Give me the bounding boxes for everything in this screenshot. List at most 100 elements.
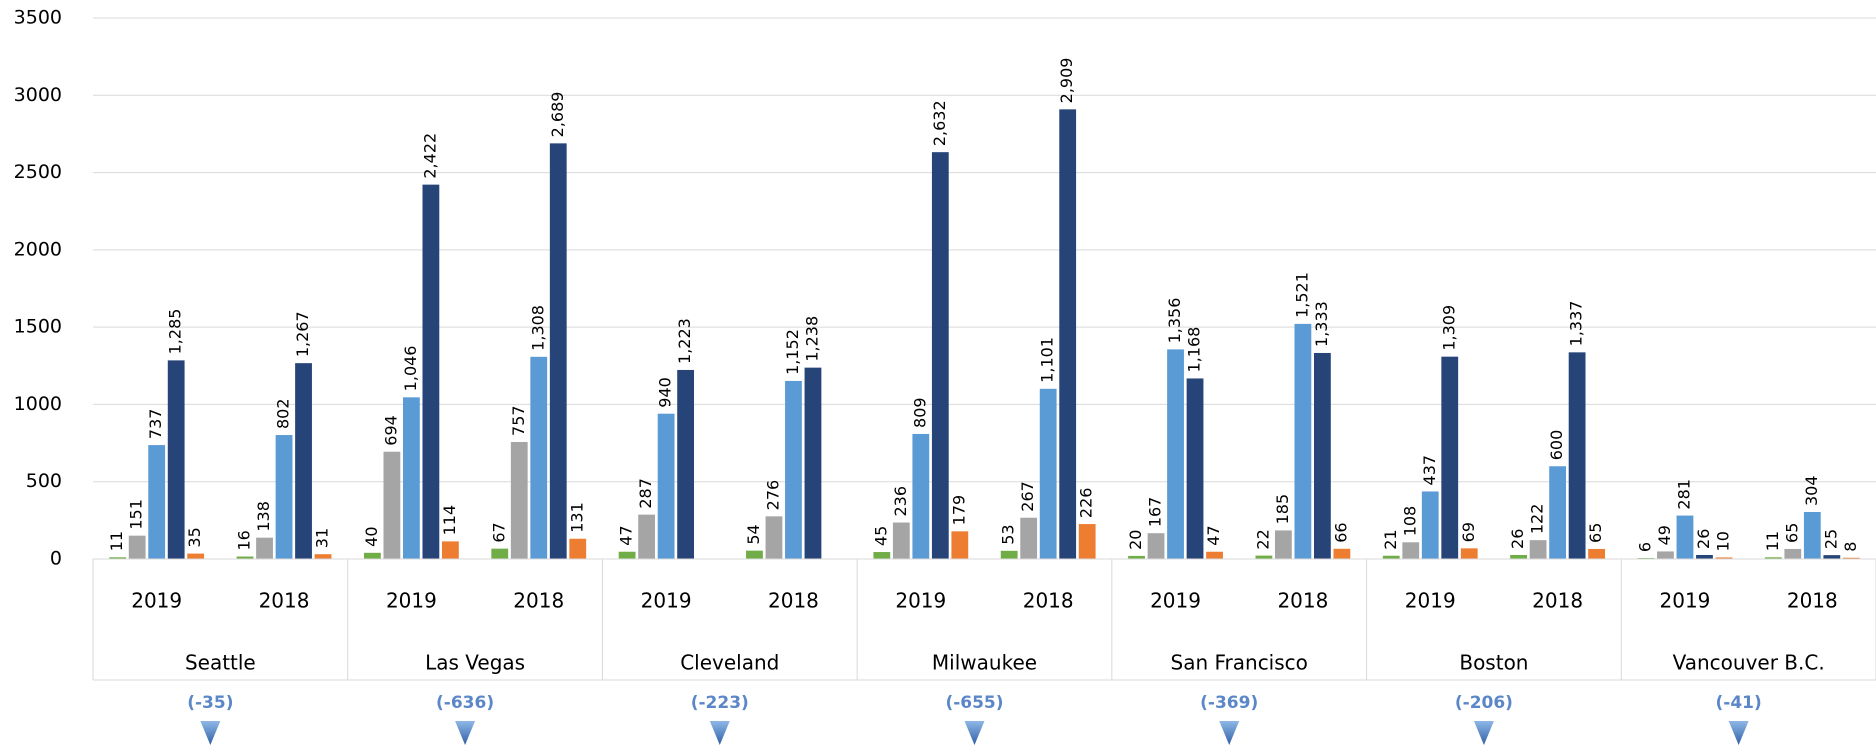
bar (148, 445, 166, 559)
bar (1696, 554, 1713, 559)
x-tick-label: 2018 (1787, 589, 1838, 613)
bar (1186, 378, 1204, 559)
bar (1039, 388, 1057, 559)
bar (1510, 554, 1528, 559)
triangle-icon (964, 721, 985, 745)
value-label: 1,267 (293, 311, 312, 357)
annotation: (-655) (945, 693, 1003, 713)
bar (873, 552, 891, 559)
annotation: (-35) (187, 693, 233, 713)
value-label: 35 (185, 527, 204, 547)
value-label: 1,356 (1165, 298, 1184, 344)
bar (295, 363, 312, 559)
bar (109, 557, 127, 559)
value-label: 11 (107, 531, 126, 551)
bar (785, 380, 802, 559)
value-label: 236 (891, 486, 910, 517)
annotation: (-369) (1200, 693, 1258, 713)
bar (1803, 512, 1821, 559)
value-label: 54 (744, 524, 763, 544)
value-label: 16 (235, 530, 254, 550)
value-label: 138 (254, 501, 273, 532)
bar (167, 360, 185, 559)
triangle-icon (1473, 721, 1494, 745)
x-tick-label: 2019 (131, 589, 182, 613)
x-tick-label: 2018 (259, 589, 310, 613)
bar (187, 553, 205, 559)
value-label: 1,521 (1292, 272, 1311, 318)
triangle-icon (455, 721, 476, 745)
group-label: Cleveland (680, 651, 779, 675)
bar (638, 514, 656, 559)
x-tick-label: 2018 (1023, 589, 1074, 613)
x-tick-label: 2018 (768, 589, 819, 613)
x-tick-label: 2019 (895, 589, 946, 613)
bar (1676, 515, 1694, 559)
value-label: 69 (1459, 522, 1478, 542)
value-label: 437 (1420, 455, 1439, 486)
value-label: 281 (1674, 479, 1693, 510)
bar (912, 433, 930, 559)
bar (1020, 517, 1038, 559)
value-label: 179 (949, 495, 968, 526)
bar (1568, 352, 1586, 559)
value-label: 26 (1508, 529, 1527, 549)
x-tick-label: 2019 (1660, 589, 1711, 613)
bar (1255, 555, 1273, 559)
value-label: 122 (1528, 504, 1547, 535)
x-tick-label: 2019 (641, 589, 692, 613)
value-label: 6 (1635, 542, 1654, 552)
bar (1128, 555, 1145, 559)
bar (530, 356, 548, 559)
bar (1549, 466, 1567, 559)
group-label: Milwaukee (932, 651, 1037, 675)
bar (549, 143, 567, 559)
value-label: 694 (381, 415, 400, 446)
bar (402, 397, 420, 559)
bar (1823, 555, 1841, 559)
value-label: 8 (1841, 542, 1860, 552)
annotation: (-636) (436, 693, 494, 713)
y-tick-label: 3500 (14, 7, 62, 29)
value-label: 26 (1694, 529, 1713, 549)
bar (746, 550, 763, 559)
bar (128, 535, 146, 559)
value-label: 267 (1018, 481, 1037, 512)
bar (510, 441, 528, 559)
triangle-icon (1219, 721, 1240, 745)
bar (1529, 540, 1547, 559)
annotation: (-223) (691, 693, 749, 713)
value-label: 1,308 (528, 305, 547, 351)
value-label: 1,152 (783, 329, 802, 375)
x-tick-label: 2018 (513, 589, 564, 613)
bar (383, 451, 401, 559)
value-label: 10 (1713, 531, 1732, 551)
value-label: 49 (1655, 525, 1674, 545)
group-label: Boston (1459, 651, 1528, 675)
annotation: (-41) (1716, 693, 1762, 713)
value-label: 1,333 (1312, 301, 1331, 347)
bar (1588, 548, 1606, 559)
value-label: 20 (1126, 530, 1145, 550)
bar (491, 548, 509, 559)
x-tick-label: 2019 (1150, 589, 1201, 613)
triangle-icon (709, 721, 730, 745)
value-label: 65 (1782, 523, 1801, 543)
bar (618, 551, 636, 559)
bar (236, 556, 254, 559)
bar (804, 367, 822, 559)
value-label: 108 (1400, 506, 1419, 537)
bar (275, 435, 293, 559)
value-label: 802 (274, 398, 293, 429)
bar (1206, 551, 1223, 559)
value-label: 114 (440, 505, 459, 536)
value-label: 2,909 (1057, 58, 1076, 104)
x-tick-label: 2018 (1532, 589, 1583, 613)
bar (1441, 356, 1459, 559)
x-tick-label: 2018 (1277, 589, 1328, 613)
value-label: 53 (999, 524, 1018, 544)
value-label: 809 (910, 397, 929, 428)
value-label: 131 (567, 502, 586, 533)
triangle-icon (200, 721, 221, 745)
